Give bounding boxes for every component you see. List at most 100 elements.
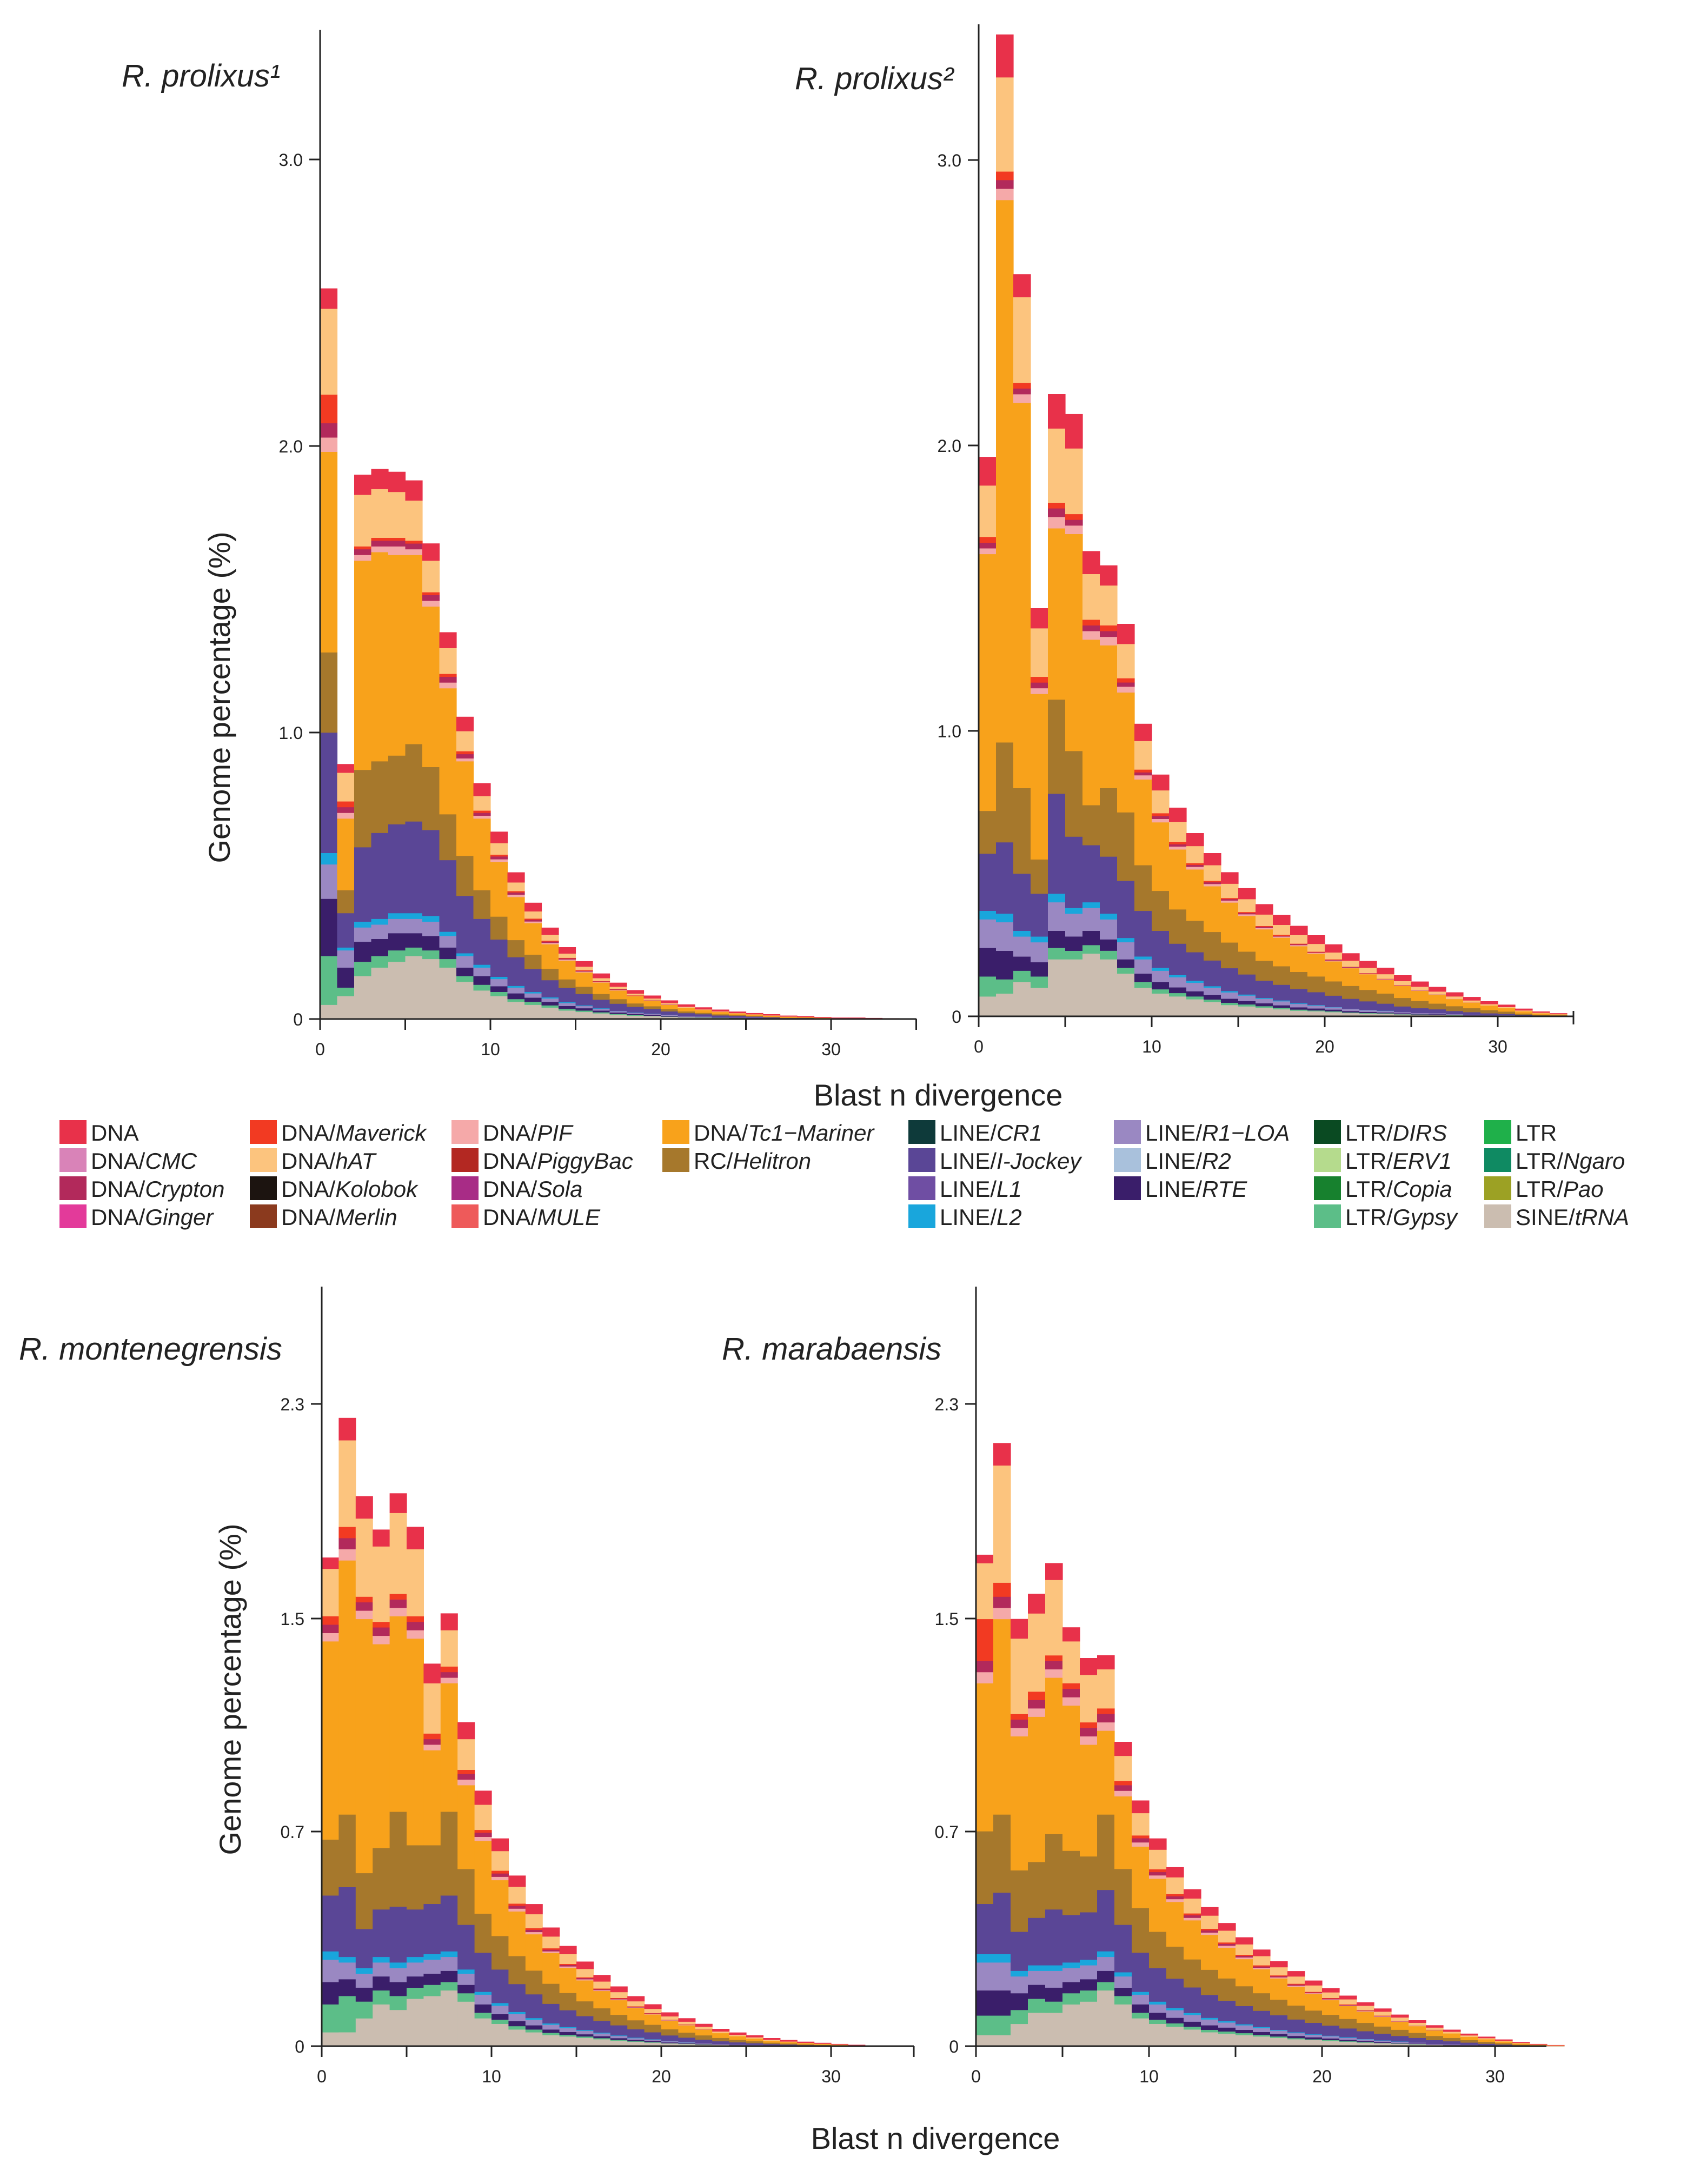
bar-segment	[373, 1529, 390, 1547]
bar-segment	[1429, 995, 1446, 1004]
bar-segment	[763, 1015, 781, 1017]
bar-segment	[1377, 980, 1394, 994]
bar-segment	[643, 998, 661, 1000]
legend-item: DNA/PiggyBac	[451, 1148, 633, 1174]
bar-segment	[627, 1014, 645, 1015]
bar-segment	[575, 970, 593, 972]
bar-segment	[422, 606, 440, 767]
bar-segment	[661, 1003, 679, 1004]
bar-segment	[627, 995, 645, 996]
bar-segment	[993, 1990, 1011, 2016]
bar-segment	[1011, 1728, 1028, 1737]
bar-segment	[661, 2029, 679, 2036]
bar-segment	[474, 1832, 492, 1837]
bar-segment	[1287, 2033, 1305, 2036]
bar-segment	[1287, 1971, 1305, 1977]
bar-segment	[1166, 1867, 1184, 1877]
bar-segment	[1149, 1869, 1167, 1873]
bar-segment	[439, 648, 457, 674]
legend-label: DNA/PIF	[483, 1120, 574, 1146]
bar-segment	[1273, 935, 1291, 937]
bar-segment	[661, 2041, 679, 2043]
bar-segment	[1028, 1716, 1046, 1862]
bar-segment	[661, 1004, 679, 1005]
bar-segment	[1149, 1875, 1167, 1879]
bar-segment	[439, 936, 457, 948]
legend-label: DNA/Kolobok	[281, 1176, 419, 1202]
bar-segment	[1186, 981, 1204, 983]
bar-segment	[490, 859, 508, 862]
bar-segment	[490, 991, 508, 996]
bar-segment	[1307, 943, 1325, 952]
bar-segment	[1273, 936, 1291, 938]
bar-segment	[627, 2040, 645, 2042]
bar-segment	[780, 1016, 798, 1018]
bar-segment	[1256, 925, 1273, 927]
x-tick-label: 10	[1139, 2067, 1159, 2086]
bar-segment	[627, 2038, 645, 2040]
bar-segment	[979, 810, 997, 854]
bar-segment	[1114, 1996, 1132, 2005]
bar-segment	[542, 2003, 560, 2024]
bar-segment	[320, 956, 338, 1005]
bar-segment	[322, 1616, 339, 1625]
bar-segment	[1117, 812, 1135, 881]
bar-segment	[1270, 2036, 1288, 2038]
legend-item: LINE/R1−LOA	[1114, 1120, 1290, 1146]
bar-segment	[610, 2040, 628, 2047]
bar-segment	[559, 1954, 577, 1964]
bar-segment	[1429, 991, 1446, 995]
bar-segment	[338, 1979, 356, 1996]
bar-segment	[1342, 986, 1360, 999]
bar-segment	[474, 1790, 492, 1805]
bar-segment	[389, 1962, 407, 1968]
bar-segment	[1045, 1563, 1063, 1580]
legend-label: LINE/R1−LOA	[1145, 1120, 1290, 1146]
bar-segment	[678, 2025, 696, 2033]
bar-segment	[1325, 1011, 1343, 1013]
bar-segment	[1201, 1907, 1219, 1916]
bar-segment	[1082, 620, 1100, 626]
bar-segment	[524, 1002, 542, 1005]
bar-segment	[439, 674, 457, 677]
bar-segment	[1409, 2037, 1426, 2043]
bar-segment	[576, 2001, 594, 2016]
bar-segment	[559, 1002, 576, 1003]
bar-segment	[1048, 508, 1066, 517]
bar-segment	[1166, 2010, 1184, 2018]
bar-segment	[1443, 2041, 1461, 2045]
bar-segment	[371, 540, 389, 547]
x-tick-label: 10	[482, 2067, 501, 2086]
bar-segment	[1065, 913, 1083, 937]
bar-segment	[422, 921, 440, 936]
bar-segment	[456, 896, 474, 954]
bar-segment	[1100, 939, 1118, 951]
bar-segment	[627, 2006, 645, 2007]
bar-segment	[1011, 1619, 1028, 1639]
bar-segment	[1532, 1011, 1550, 1013]
bar-segment	[644, 2039, 662, 2041]
bar-segment	[678, 1004, 695, 1007]
bar-segment	[1322, 2035, 1340, 2036]
bar-segment	[1149, 2019, 1167, 2024]
bar-segment	[1411, 987, 1429, 990]
bar-segment	[1166, 1979, 1184, 2008]
bar-segment	[457, 2001, 475, 2047]
bar-segment	[1273, 937, 1291, 967]
x-tick-label: 0	[971, 2067, 981, 2086]
bar-segment	[1305, 2010, 1323, 2023]
legend-label: LINE/R2	[1145, 1148, 1231, 1174]
bar-segment	[746, 2037, 763, 2039]
bar-segment	[1186, 869, 1204, 921]
bar-segment	[1290, 944, 1308, 945]
bar-segment	[508, 2029, 526, 2047]
bar-segment	[542, 2035, 560, 2047]
bar-segment	[407, 1630, 424, 1639]
bar-segment	[559, 988, 576, 1003]
bar-segment	[1374, 2042, 1392, 2043]
bar-segment	[1359, 1013, 1377, 1017]
bar-segment	[1287, 2039, 1305, 2047]
bar-segment	[1045, 1965, 1063, 1971]
bar-segment	[1062, 1627, 1080, 1642]
bar-segment	[1287, 2038, 1305, 2040]
